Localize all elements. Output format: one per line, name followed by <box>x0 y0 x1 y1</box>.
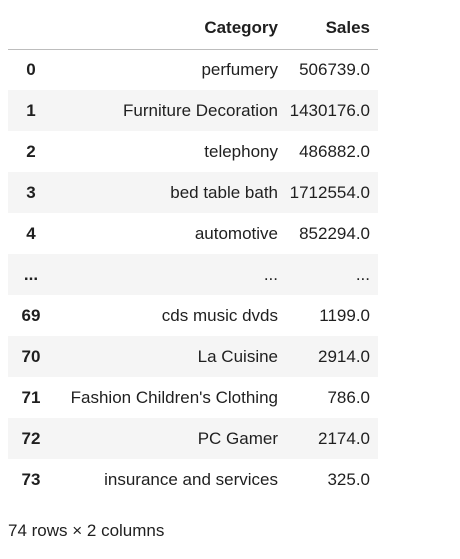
cell-sales: 1199.0 <box>319 305 370 325</box>
cell-category: La Cuisine <box>197 346 278 366</box>
cell-category: automotive <box>194 223 278 243</box>
header-index <box>8 8 54 50</box>
cell-category: Furniture Decoration <box>123 100 278 120</box>
row-index: 1 <box>26 100 36 120</box>
dataframe-output: Category Sales 0 perfumery 506739.0 1 Fu… <box>8 8 378 500</box>
row-index: 73 <box>21 469 41 489</box>
cell-sales: 852294.0 <box>299 223 370 243</box>
cell-sales-ellipsis: ... <box>355 264 370 284</box>
table-row: 71 Fashion Children's Clothing 786.0 <box>8 377 378 418</box>
cell-category: cds music dvds <box>161 305 278 325</box>
cell-sales: 1430176.0 <box>289 100 370 120</box>
shape-summary: 74 rows × 2 columns <box>8 521 165 540</box>
row-index: 3 <box>26 182 36 202</box>
table-row: 4 automotive 852294.0 <box>8 213 378 254</box>
row-index: 2 <box>26 141 36 161</box>
table-row: 73 insurance and services 325.0 <box>8 459 378 500</box>
cell-category: Fashion Children's Clothing <box>70 387 278 407</box>
table-row: 1 Furniture Decoration 1430176.0 <box>8 90 378 131</box>
header-category: Category <box>54 8 286 50</box>
cell-sales: 2174.0 <box>318 428 370 448</box>
cell-category: PC Gamer <box>197 428 278 448</box>
header-row: Category Sales <box>8 8 378 50</box>
row-index: 71 <box>21 387 41 407</box>
cell-sales: 786.0 <box>327 387 370 407</box>
header-sales: Sales <box>286 8 378 50</box>
cell-sales: 1712554.0 <box>289 182 370 202</box>
cell-category: bed table bath <box>170 182 278 202</box>
cell-sales: 325.0 <box>327 469 370 489</box>
table-row: 2 telephony 486882.0 <box>8 131 378 172</box>
table-row: 70 La Cuisine 2914.0 <box>8 336 378 377</box>
cell-sales: 506739.0 <box>299 59 370 79</box>
table-row: 72 PC Gamer 2174.0 <box>8 418 378 459</box>
dataframe-table: Category Sales 0 perfumery 506739.0 1 Fu… <box>8 8 378 500</box>
cell-category: perfumery <box>201 59 278 79</box>
row-index: 70 <box>21 346 41 366</box>
row-index: 72 <box>21 428 41 448</box>
cell-category: insurance and services <box>104 469 278 489</box>
row-index: 0 <box>26 59 36 79</box>
cell-category: telephony <box>204 141 278 161</box>
row-index-ellipsis: ... <box>23 264 39 284</box>
table-row: 0 perfumery 506739.0 <box>8 49 378 90</box>
table-row: 3 bed table bath 1712554.0 <box>8 172 378 213</box>
row-index: 69 <box>21 305 41 325</box>
cell-sales: 2914.0 <box>318 346 370 366</box>
table-row: 69 cds music dvds 1199.0 <box>8 295 378 336</box>
cell-category-ellipsis: ... <box>263 264 278 284</box>
cell-sales: 486882.0 <box>299 141 370 161</box>
ellipsis-row: ... ... ... <box>8 254 378 295</box>
row-index: 4 <box>26 223 36 243</box>
